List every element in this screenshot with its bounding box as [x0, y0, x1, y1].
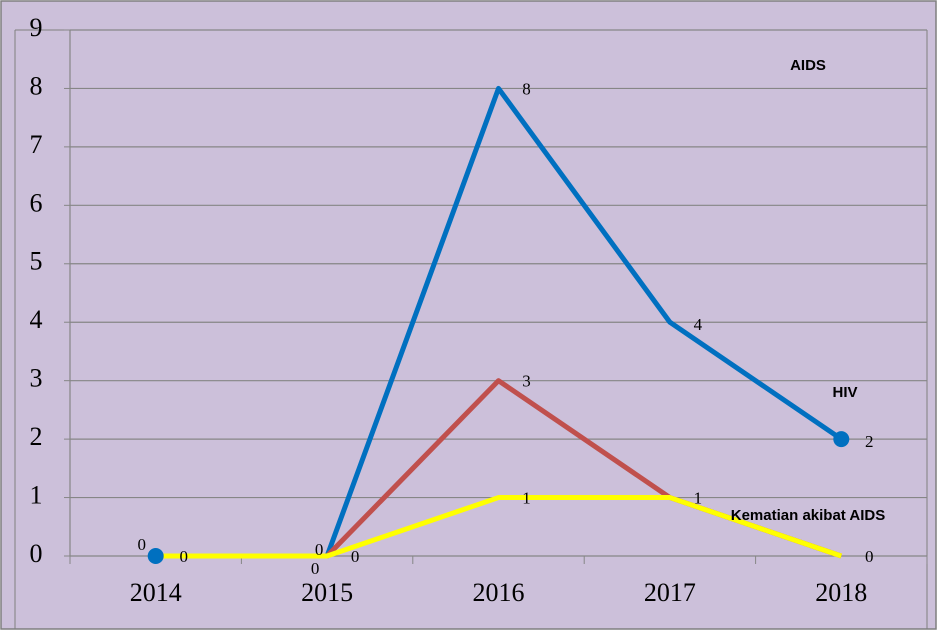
x-tick-label: 2017 [644, 578, 696, 607]
y-tick-label: 0 [30, 539, 43, 568]
data-label: 0 [865, 547, 874, 566]
y-tick-label: 3 [30, 364, 43, 393]
point-marker [833, 431, 850, 448]
x-tick-label: 2018 [815, 578, 867, 607]
data-label: 8 [522, 79, 531, 98]
y-tick-label: 1 [30, 481, 43, 510]
y-tick-label: 5 [30, 247, 43, 276]
data-label: 0 [311, 559, 320, 578]
data-label: 3 [522, 372, 531, 391]
data-label: 0 [137, 535, 146, 554]
series-name: AIDS [790, 57, 826, 74]
data-label: 0 [351, 547, 360, 566]
y-tick-label: 9 [30, 13, 43, 42]
data-label: 1 [522, 488, 531, 507]
y-tick-label: 4 [30, 305, 43, 334]
data-label: 2 [865, 432, 874, 451]
y-tick-label: 7 [30, 130, 43, 159]
data-label: 0 [179, 547, 188, 566]
series-name: HIV [832, 384, 857, 401]
x-tick-label: 2016 [473, 578, 525, 607]
x-tick-label: 2015 [301, 578, 353, 607]
series-name: Kematian akibat AIDS [731, 507, 886, 524]
series-line [155, 495, 843, 559]
y-tick-label: 6 [30, 188, 43, 217]
point-marker [147, 548, 164, 564]
x-tick-label: 2014 [130, 578, 182, 607]
data-label: 1 [694, 488, 703, 507]
y-tick-label: 2 [30, 422, 43, 451]
y-tick-label: 8 [30, 71, 43, 100]
data-label: 4 [694, 315, 703, 334]
data-label: 0 [315, 540, 324, 559]
